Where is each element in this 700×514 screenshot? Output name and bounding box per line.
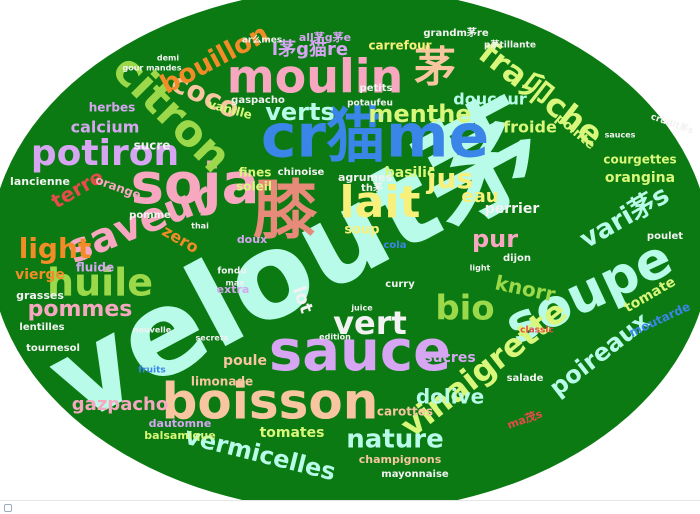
cloud-word-pomme-80: pomme [129, 210, 171, 221]
cloud-word-pommes-29: pommes [28, 297, 133, 322]
bottom-scroll-strip [0, 500, 700, 514]
cloud-word-moulin-7: moulin [227, 50, 404, 104]
cloud-word-cr-me-1: cr猫me [261, 102, 489, 172]
cloud-word-huile-13: huile [47, 261, 153, 305]
cloud-word-douceur-39: douceur [453, 90, 527, 109]
cloud-word-all-g-e-91: all茅g茅e [299, 30, 351, 44]
cloud-word-jus-26: jus [426, 162, 473, 195]
cloud-word-soja-2: soja [131, 152, 260, 217]
cloud-word-doux-85: doux [237, 233, 267, 246]
cloud-word-fondu-94: fondu [217, 267, 246, 277]
word-cloud-image: velout茅 cr猫me soja 膝 sauce soupe boisson moulin… [0, 0, 700, 500]
cloud-word-froide-40: froide [503, 118, 557, 137]
cloud-word-th-90: th茅 [361, 181, 383, 194]
cloud-word-soleil-53: soleil [236, 180, 272, 194]
cloud-word-boisson-6: boisson [162, 373, 379, 431]
cloud-word-classic-86: classic [520, 326, 554, 336]
cloud-word-nature-17: nature [346, 425, 443, 455]
cloud-word-agrumes-74: agrumes [338, 171, 392, 184]
cloud-word-menthe-25: menthe [368, 100, 471, 128]
cloud-word-nouvelle-99: nouvelle [133, 326, 172, 335]
cloud-word-limonade-49: limonade [191, 375, 253, 389]
cloud-word-sucres-57: sucres [424, 350, 475, 366]
cloud-word-lancienne-63: lancienne [10, 175, 70, 188]
cloud-word-gour-mandes-102: gour mandes [123, 64, 182, 73]
cloud-word-courgettes-41: courgettes [603, 153, 676, 167]
cloud-word-mayonnaise-70: mayonnaise [381, 469, 449, 480]
cloud-word-petits-75: petits [360, 83, 393, 94]
cloud-word-bio-15: bio [435, 289, 494, 329]
cloud-word-tournesol-67: tournesol [26, 343, 80, 354]
cloud-word-potaufeu-79: potaufeu [347, 99, 393, 109]
cloud-word-gazpacho-30: gazpacho [72, 394, 168, 415]
cloud-word-cola-81: cola [384, 240, 407, 251]
cloud-word-ar-mes-88: ar么mes [242, 34, 282, 46]
cloud-word-secrets-97: secrets [196, 334, 229, 343]
cloud-word-p-tillante-89: p茅tillante [484, 39, 536, 51]
cloud-word-vierge-56: vierge [15, 267, 65, 283]
cloud-word-vert-16: vert [333, 304, 407, 342]
cloud-word-eau-38: eau [461, 186, 498, 207]
cloud-word-dautomne-69: dautomne [149, 417, 212, 430]
cloud-word-fruits-83: fruits [138, 366, 166, 376]
cloud-word-champignons-50: champignons [359, 453, 442, 466]
cloud-word-verts-22: verts [265, 98, 335, 126]
cloud-word-salade-71: salade [507, 373, 544, 384]
cloud-word-curry-82: curry [385, 279, 415, 290]
cloud-word-herbes-62: herbes [89, 101, 135, 115]
cloud-word-poule-48: poule [223, 353, 267, 369]
cloud-word-chinoise-78: chinoise [278, 167, 325, 178]
cloud-word-lentilles-66: lentilles [19, 322, 64, 333]
cloud-word-demi-103: demi [157, 54, 179, 63]
cloud-word-grandm-re-76: grandm茅re [423, 26, 488, 39]
cloud-word-carrefour-45: carrefour [368, 39, 431, 53]
cloud-word-sucre-61: sucre [134, 139, 171, 153]
cloud-word-dolive-31: dolive [416, 385, 484, 409]
cloud-word-edition-96: edition [319, 333, 351, 342]
cloud-word-tomates-44: tomates [260, 425, 325, 441]
cloud-word-soup-51: soup [344, 223, 379, 238]
resize-handle-icon [4, 504, 12, 512]
cloud-word-basilic-52: basilic [385, 165, 436, 181]
cloud-word-calcium-36: calcium [71, 118, 140, 137]
cloud-word-thai-93: thai [191, 222, 209, 231]
cloud-word-grasses-65: grasses [16, 289, 64, 302]
cloud-word-poulet-72: poulet [647, 231, 683, 242]
cloud-word-l-g-re-35: l茅g猫re [272, 38, 348, 60]
cloud-word-word-3: 膝 [253, 175, 318, 249]
cloud-word-dijon-73: dijon [503, 253, 531, 264]
cloud-word-fluide-64: fluide [76, 261, 114, 275]
cloud-word-perrier-47: perrier [485, 201, 540, 217]
cloud-word-gaspacho-77: gaspacho [231, 95, 285, 106]
cloud-word-pur-27: pur [472, 225, 518, 253]
cloud-word-word-8: 茅 [414, 43, 456, 92]
cloud-word-juice-98: juice [350, 304, 373, 313]
cloud-word-potiron-14: potiron [31, 133, 179, 174]
cloud-word-balsamique-68: balsamique [144, 429, 215, 442]
cloud-word-light-100: light [470, 264, 491, 273]
cloud-word-sauce-4: sauce [269, 319, 451, 384]
cloud-word-max-95: max [226, 279, 246, 288]
cloud-word-light-18: light [19, 232, 92, 265]
cloud-word-extra-84: extra [217, 283, 250, 296]
cloud-word-lait-11: lait [340, 177, 421, 228]
cloud-word-orangina-42: orangina [605, 170, 675, 186]
cloud-word-fines-54: fines [239, 166, 272, 180]
cloud-word-sauces-101: sauces [605, 131, 636, 140]
cloud-background-shape [0, 0, 700, 500]
cloud-word-carottes-58: carottes [377, 405, 433, 419]
